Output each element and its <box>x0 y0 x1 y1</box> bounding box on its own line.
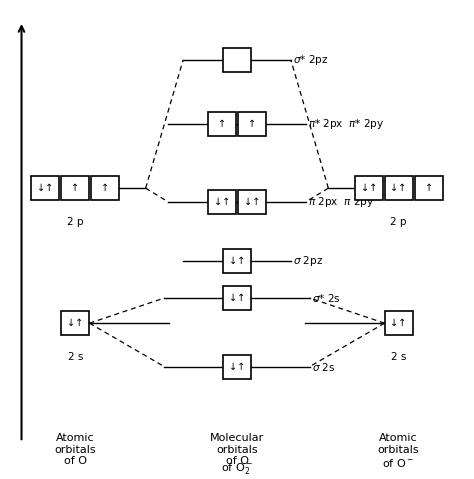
Text: ↑: ↑ <box>218 119 226 129</box>
Text: ↑: ↑ <box>101 183 109 193</box>
Bar <box>91 176 119 200</box>
Text: ↓↑: ↓↑ <box>37 183 54 193</box>
Text: $\sigma$* 2pz: $\sigma$* 2pz <box>293 53 328 67</box>
Text: $\sigma$* 2s: $\sigma$* 2s <box>312 292 341 304</box>
Text: Atomic
orbitals
of O: Atomic orbitals of O <box>55 433 96 466</box>
Bar <box>223 250 251 274</box>
Text: $\pi$* 2px  $\pi$* 2py: $\pi$* 2px $\pi$* 2py <box>308 117 384 131</box>
Text: of O$_2^-$: of O$_2^-$ <box>221 461 253 477</box>
Text: 2 s: 2 s <box>391 353 406 363</box>
Bar <box>31 176 59 200</box>
Text: ↑: ↑ <box>425 183 433 193</box>
Text: ↓↑: ↓↑ <box>229 362 245 372</box>
Bar <box>208 190 236 214</box>
Text: ↓↑: ↓↑ <box>391 183 407 193</box>
Bar <box>61 311 90 335</box>
Bar <box>355 176 383 200</box>
Text: ↓↑: ↓↑ <box>391 318 407 328</box>
Text: $\sigma$ 2pz: $\sigma$ 2pz <box>293 254 323 268</box>
Bar <box>384 311 413 335</box>
Text: ↑: ↑ <box>71 183 80 193</box>
Bar <box>223 355 251 378</box>
Bar <box>208 112 236 136</box>
Text: ↓↑: ↓↑ <box>244 197 260 207</box>
Bar <box>223 48 251 72</box>
Bar <box>415 176 443 200</box>
Bar <box>238 112 266 136</box>
Text: ↓↑: ↓↑ <box>361 183 377 193</box>
Text: ↓↑: ↓↑ <box>229 293 245 303</box>
Text: $\sigma$ 2s: $\sigma$ 2s <box>312 361 336 373</box>
Text: $\pi$ 2px  $\pi$ 2py: $\pi$ 2px $\pi$ 2py <box>308 195 374 209</box>
Text: ↑: ↑ <box>248 119 256 129</box>
Text: 2 s: 2 s <box>68 353 83 363</box>
Bar <box>384 176 413 200</box>
Bar <box>223 286 251 310</box>
Text: ↓↑: ↓↑ <box>67 318 83 328</box>
Text: ↓↑: ↓↑ <box>214 197 230 207</box>
Text: 2 p: 2 p <box>391 217 407 228</box>
Bar <box>61 176 90 200</box>
Text: ↓↑: ↓↑ <box>229 256 245 266</box>
Text: Atomic
orbitals
of O$^-$: Atomic orbitals of O$^-$ <box>378 433 419 468</box>
Bar <box>238 190 266 214</box>
Text: 2 p: 2 p <box>67 217 83 228</box>
Text: Molecular
orbitals
of O: Molecular orbitals of O <box>210 433 264 466</box>
